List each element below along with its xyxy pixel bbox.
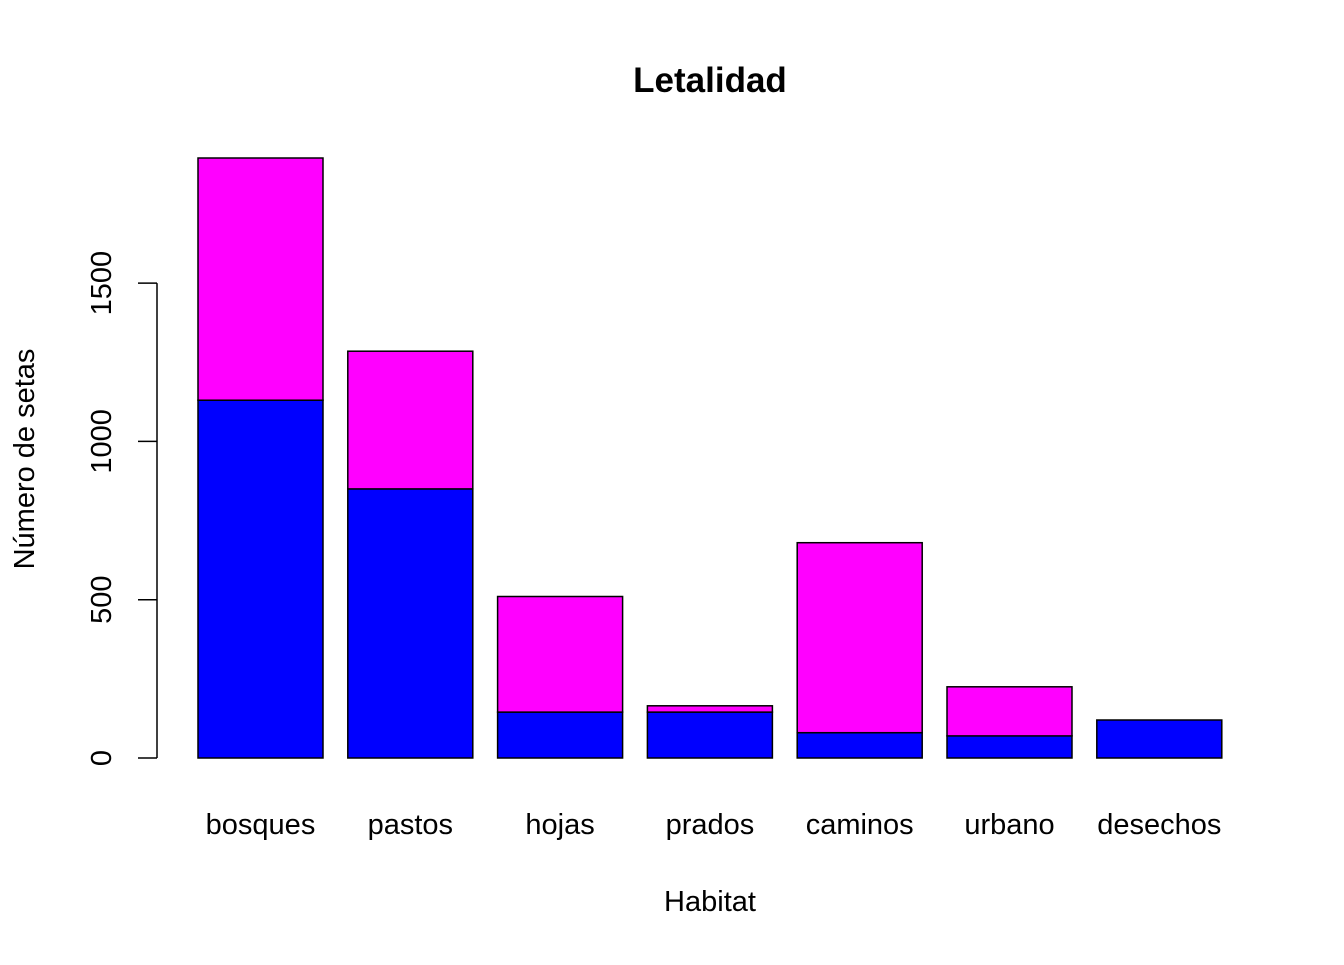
bar-prados-segment-2 — [646, 705, 774, 713]
bars-layer — [197, 157, 1223, 759]
bar-caminos-segment-2 — [796, 541, 923, 734]
x-category-labels: bosques pastos hojas prados caminos urbano des… — [206, 809, 1222, 841]
y-tick-label-1500: 1500 — [86, 251, 118, 316]
y-axis-label: Número de setas — [9, 349, 41, 570]
x-axis-label: Habitat — [664, 886, 756, 918]
bar-group-hojas — [496, 595, 624, 759]
x-tick-label-prados: prados — [666, 809, 755, 841]
bar-desechos-segment-1 — [1096, 719, 1223, 759]
x-tick-label-bosques: bosques — [206, 809, 316, 841]
chart-title: Letalidad — [633, 61, 787, 100]
x-tick-label-pastos: pastos — [368, 809, 453, 841]
bar-group-prados — [646, 705, 774, 759]
bar-urbano-segment-2 — [946, 686, 1073, 737]
bar-group-pastos — [347, 350, 474, 759]
bar-pastos-segment-1 — [347, 488, 474, 759]
bar-urbano-segment-1 — [946, 735, 1073, 759]
bar-group-desechos — [1096, 719, 1223, 759]
bar-bosques-segment-2 — [197, 157, 324, 401]
bar-group-caminos — [796, 541, 923, 759]
bar-group-bosques — [197, 157, 324, 759]
x-tick-label-caminos: caminos — [806, 809, 914, 841]
x-tick-label-desechos: desechos — [1097, 809, 1221, 841]
y-tick-label-0: 0 — [86, 750, 118, 766]
bar-prados-segment-1 — [646, 711, 774, 759]
bar-bosques-segment-1 — [197, 399, 324, 759]
bar-hojas-segment-1 — [496, 711, 624, 759]
y-tick-label-500: 500 — [86, 576, 118, 624]
bar-group-urbano — [946, 686, 1073, 759]
bar-caminos-segment-1 — [796, 731, 923, 759]
x-tick-label-urbano: urbano — [964, 809, 1054, 841]
bar-hojas-segment-2 — [496, 595, 624, 713]
bar-pastos-segment-2 — [347, 350, 474, 490]
y-tick-label-1000: 1000 — [86, 409, 118, 474]
y-axis: 0 500 1000 1500 — [86, 251, 158, 766]
x-tick-label-hojas: hojas — [525, 809, 594, 841]
